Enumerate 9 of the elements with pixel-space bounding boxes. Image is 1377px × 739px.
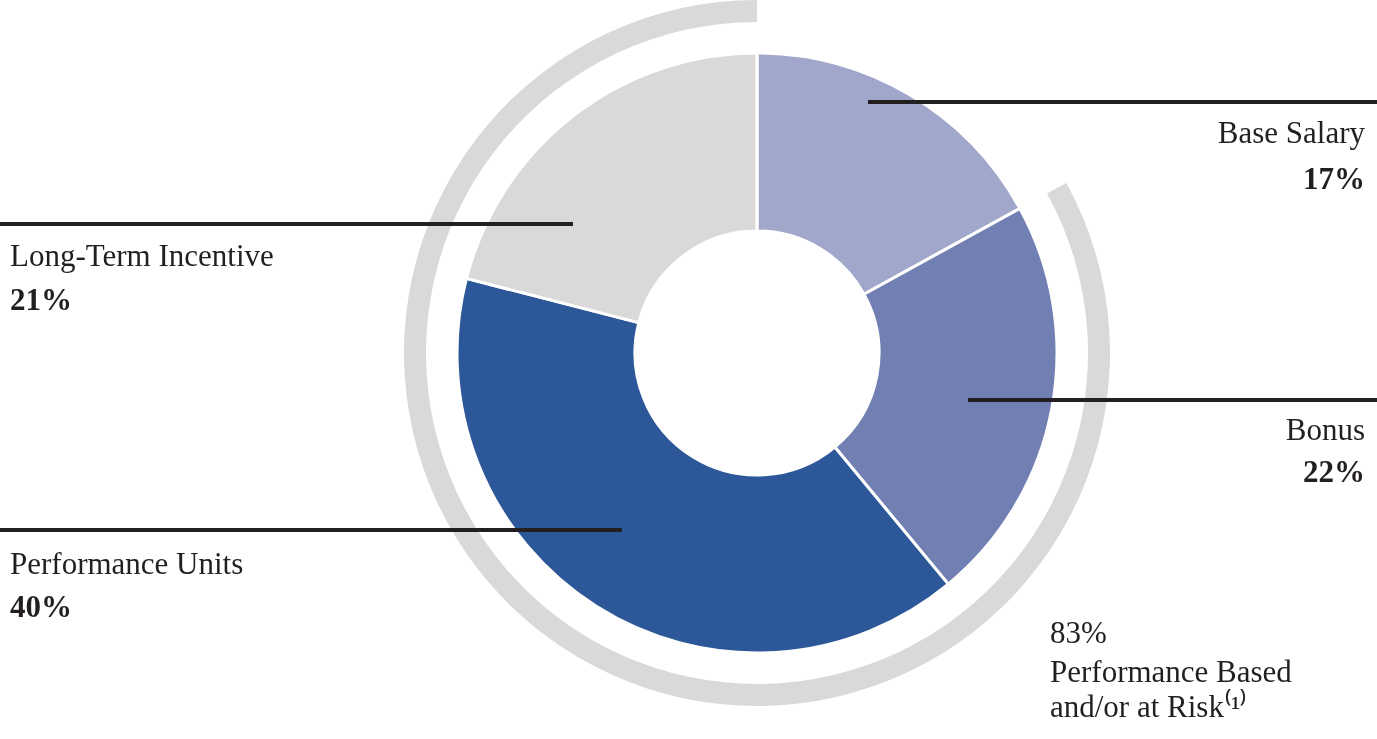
data-label: 22% [1303,454,1365,489]
slice-label: Bonus [1285,412,1365,447]
data-label: 21% [10,282,72,317]
data-label: 17% [1303,161,1365,196]
slice-label: Base Salary [1217,115,1366,150]
slice-label: Long-Term Incentive [10,238,274,273]
slice-label: Performance Units [10,546,244,581]
text: 83% Performance Based and/or at Risk⁽¹⁾ [1050,615,1293,724]
data-label: 40% [10,589,72,624]
